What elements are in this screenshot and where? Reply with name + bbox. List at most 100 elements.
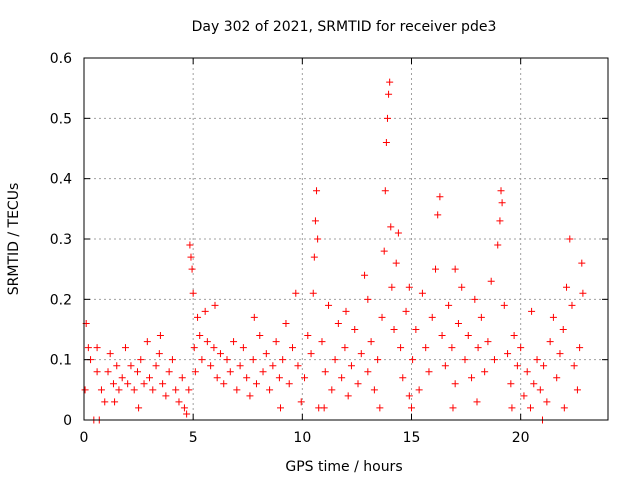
data-point-marker [230, 338, 238, 346]
data-point-marker [216, 350, 224, 358]
data-point-marker [517, 344, 525, 352]
data-point-marker [458, 283, 466, 291]
data-point-marker [191, 368, 199, 376]
data-point-marker [239, 344, 247, 352]
data-point-marker [354, 380, 362, 388]
data-point-marker [392, 259, 400, 267]
data-point-marker [155, 350, 163, 358]
x-tick-label: 0 [80, 430, 89, 446]
data-point-marker [357, 350, 365, 358]
data-point-marker [93, 368, 101, 376]
data-point-marker [473, 398, 481, 406]
data-point-marker [143, 338, 151, 346]
x-tick-label: 20 [512, 430, 530, 446]
data-point-marker [451, 380, 459, 388]
data-point-marker [394, 229, 402, 237]
data-point-marker [194, 313, 202, 321]
data-point-marker [451, 265, 459, 273]
data-point-marker [115, 386, 123, 394]
data-point-marker [81, 386, 89, 394]
data-point-marker [523, 368, 531, 376]
data-point-marker [508, 404, 516, 412]
chart-title: Day 302 of 2021, SRMTID for receiver pde… [192, 19, 497, 35]
data-point-marker [220, 380, 228, 388]
data-point-marker [487, 277, 495, 285]
data-point-marker [390, 326, 398, 333]
data-point-marker [297, 398, 305, 406]
data-point-marker [445, 301, 453, 309]
data-point-marker [189, 289, 197, 297]
data-point-marker [207, 362, 215, 370]
x-tick-label: 5 [189, 430, 198, 446]
data-point-marker [266, 386, 274, 394]
data-point-marker [320, 404, 328, 412]
data-point-marker [553, 374, 561, 382]
data-point-marker [301, 374, 309, 382]
data-point-marker [432, 265, 440, 273]
data-point-marker [448, 344, 456, 352]
data-point-marker [380, 247, 388, 255]
data-point-marker [546, 338, 554, 346]
data-point-marker [468, 374, 476, 382]
data-point-marker [370, 386, 378, 394]
data-point-marker [464, 332, 472, 340]
data-point-marker [277, 404, 284, 412]
data-point-marker [415, 386, 423, 394]
data-point-marker [269, 362, 277, 370]
y-tick-label: 0.3 [50, 232, 72, 248]
data-point-marker [226, 368, 234, 376]
data-point-marker [383, 114, 391, 122]
data-point-marker [361, 271, 369, 279]
data-point-marker [146, 374, 153, 382]
data-point-marker [500, 301, 508, 309]
data-point-marker [250, 313, 258, 321]
data-point-marker [213, 374, 221, 382]
data-point-marker [106, 350, 114, 358]
data-point-marker [378, 313, 386, 321]
data-point-marker [367, 338, 375, 346]
data-point-marker [402, 307, 410, 315]
data-point-marker [109, 380, 117, 388]
data-point-marker [289, 344, 297, 352]
data-point-marker [438, 332, 446, 340]
data-point-marker [461, 356, 469, 364]
data-point-marker [309, 289, 317, 297]
data-point-marker [364, 368, 372, 376]
data-point-marker [152, 362, 160, 370]
data-point-marker [573, 386, 581, 394]
data-point-marker [223, 356, 231, 364]
grid-lines [84, 58, 608, 420]
data-point-marker [275, 374, 283, 382]
data-point-marker [477, 313, 485, 321]
data-point-marker [374, 356, 382, 364]
x-tick-label: 15 [403, 430, 421, 446]
data-point-marker [454, 319, 462, 327]
data-point-marker [133, 368, 141, 376]
y-tick-label: 0.6 [50, 51, 72, 67]
data-point-marker [449, 404, 457, 412]
data-point-marker [399, 374, 407, 382]
data-point-marker [536, 386, 544, 394]
data-point-marker [256, 332, 264, 340]
data-point-marker [307, 350, 315, 358]
data-point-marker [262, 350, 270, 358]
data-point-marker [111, 398, 119, 406]
data-point-marker [408, 404, 415, 412]
data-point-marker [376, 404, 384, 412]
data-point-marker [386, 78, 394, 86]
data-point-marker [101, 398, 109, 406]
data-point-marker [331, 356, 339, 364]
data-point-marker [188, 265, 196, 273]
data-point-marker [334, 319, 342, 327]
data-point-marker [566, 235, 574, 243]
data-point-marker [328, 386, 336, 394]
data-point-marker [496, 217, 504, 225]
data-point-marker [97, 386, 105, 394]
data-point-marker [84, 344, 92, 352]
data-point-marker [559, 326, 567, 333]
data-point-marker [246, 392, 254, 400]
data-point-marker [127, 362, 135, 370]
data-point-marker [441, 362, 449, 370]
data-point-marker [418, 289, 426, 297]
